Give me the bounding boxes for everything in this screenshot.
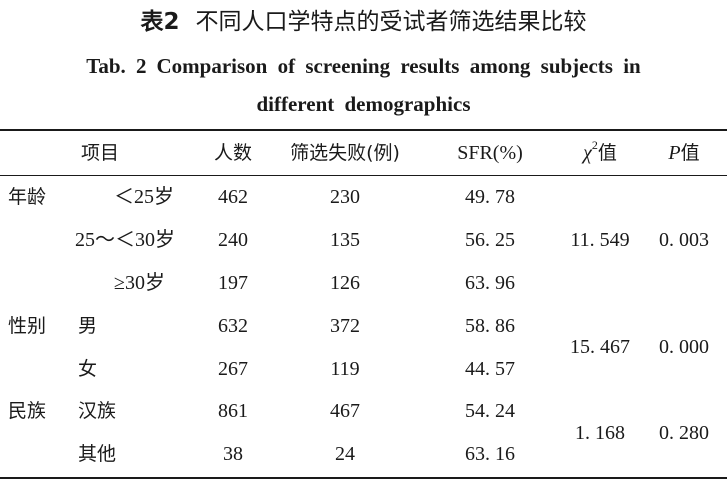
- row-failed: 230: [330, 186, 360, 208]
- row-sfr: 56. 25: [465, 229, 515, 251]
- row-sub-label: ≥30岁: [114, 272, 165, 294]
- row-count: 240: [218, 229, 248, 251]
- row-count: 632: [218, 315, 248, 337]
- row-failed: 119: [330, 358, 360, 380]
- table-number-chinese: 表2: [140, 9, 180, 35]
- header-p-suffix: 值: [680, 142, 700, 164]
- row-count: 462: [218, 186, 248, 208]
- row-sfr: 58. 86: [465, 315, 515, 337]
- row-sub-label: 女: [78, 358, 98, 380]
- table-top-rule: [0, 129, 727, 131]
- row-failed: 467: [330, 400, 360, 422]
- table-title-english-line1: Tab. 2 Comparison of screening results am…: [0, 50, 727, 82]
- table-number-english: Tab. 2: [86, 54, 147, 78]
- row-sfr: 63. 16: [465, 443, 515, 465]
- group-chi-square-ethnicity: 1. 168: [575, 422, 625, 444]
- header-failed: 筛选失败(例): [290, 142, 400, 164]
- group-label-sex: 性别: [8, 315, 47, 337]
- table-title-chinese: 表2 不同人口学特点的受试者筛选结果比较: [0, 4, 727, 40]
- header-chi-superscript: 2: [591, 138, 598, 153]
- table-title-chinese-text: 不同人口学特点的受试者筛选结果比较: [195, 9, 587, 35]
- header-chi-symbol: χ: [583, 142, 592, 164]
- table-title-english-line2: different demographics: [256, 92, 471, 116]
- group-p-value-age: 0. 003: [659, 229, 709, 251]
- row-failed: 372: [330, 315, 360, 337]
- row-count: 197: [218, 272, 248, 294]
- header-p-value: P值: [668, 139, 699, 167]
- row-count: 861: [218, 400, 248, 422]
- row-failed: 126: [330, 272, 360, 294]
- header-count: 人数: [213, 142, 253, 164]
- row-count: 267: [218, 358, 248, 380]
- group-chi-square-sex: 15. 467: [570, 336, 630, 358]
- table-header-rule: [0, 175, 727, 176]
- header-p-symbol: P: [668, 142, 681, 164]
- header-chi-suffix: 值: [597, 142, 617, 164]
- group-chi-square-age: 11. 549: [570, 229, 630, 251]
- row-sub-label: 25～＜30岁: [75, 229, 175, 251]
- group-label-age: 年龄: [8, 186, 47, 208]
- header-item: 项目: [80, 142, 120, 164]
- header-sfr: SFR(%): [457, 142, 523, 164]
- row-sfr: 44. 57: [465, 358, 515, 380]
- group-p-value-ethnicity: 0. 280: [659, 422, 709, 444]
- row-sfr: 54. 24: [465, 400, 515, 422]
- header-chi-square: χ2值: [583, 139, 617, 167]
- row-count: 38: [223, 443, 243, 465]
- table-bottom-rule: [0, 477, 727, 479]
- row-sub-label: 其他: [78, 443, 117, 465]
- row-sfr: 49. 78: [465, 186, 515, 208]
- row-failed: 24: [335, 443, 355, 465]
- row-sfr: 63. 96: [465, 272, 515, 294]
- group-label-ethnicity: 民族: [8, 400, 47, 422]
- row-sub-label: 汉族: [78, 400, 117, 422]
- group-p-value-sex: 0. 000: [659, 336, 709, 358]
- row-sub-label: 男: [78, 315, 98, 337]
- row-sub-label: ＜25岁: [114, 186, 174, 208]
- row-failed: 135: [330, 229, 360, 251]
- table-title-english-text-line1: Comparison of screening results among su…: [156, 54, 641, 78]
